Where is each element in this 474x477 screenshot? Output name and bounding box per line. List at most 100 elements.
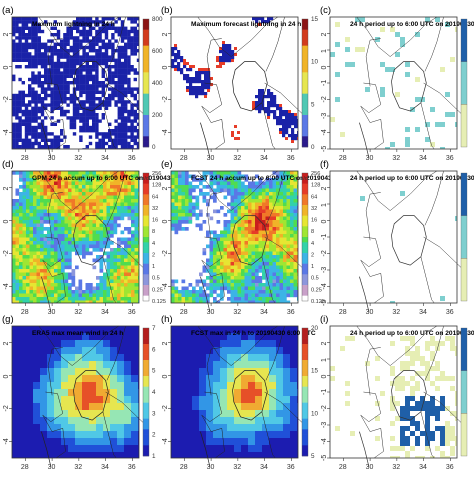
lightning-cell (133, 17, 137, 21)
lightning-cell (34, 49, 38, 53)
rain-cell (174, 293, 179, 298)
wind-cell (241, 396, 249, 404)
rain-cell (134, 286, 139, 291)
category-cell (360, 47, 365, 52)
lightning-cell (37, 36, 41, 40)
lightning-cell (28, 129, 32, 133)
rain-cell (286, 209, 291, 214)
wind-cell (68, 403, 76, 411)
lightning-cell (37, 58, 41, 62)
lightning-cell (15, 23, 19, 27)
rain-cell (40, 272, 44, 277)
lightning-cell (28, 36, 32, 40)
lightning-cell (88, 39, 93, 43)
lightning-cell (297, 131, 298, 135)
lightning-cell (225, 44, 229, 48)
rain-cell (195, 279, 200, 284)
rain-cell (33, 171, 37, 175)
wind-cell (117, 347, 125, 355)
rain-cell (124, 244, 128, 249)
y-tick-label: 2 (3, 342, 10, 346)
lightning-cell (111, 71, 115, 75)
rain-cell (209, 195, 214, 200)
rain-cell (206, 192, 210, 196)
lightning-cell (82, 77, 86, 82)
lightning-cell (82, 129, 86, 133)
rain-cell (54, 293, 58, 298)
wind-cell (117, 375, 125, 383)
lightning-cell (79, 23, 83, 27)
lightning-cell (101, 74, 105, 78)
rain-cell (248, 181, 252, 186)
wind-cell (248, 347, 256, 355)
rain-cell (241, 209, 245, 214)
lightning-cell (69, 122, 73, 126)
lightning-cell (204, 92, 208, 96)
lightning-cell (72, 58, 77, 62)
rain-cell (89, 297, 93, 301)
lightning-cell (120, 135, 125, 139)
lightning-cell (82, 58, 86, 62)
rain-cell (248, 199, 252, 203)
wind-cell (262, 368, 270, 376)
rain-cell (241, 241, 245, 245)
rain-cell (12, 209, 16, 214)
rain-cell (110, 171, 114, 175)
rain-cell (68, 181, 72, 186)
rain-cell (33, 174, 37, 179)
rain-cell (286, 258, 291, 263)
rain-cell (68, 213, 72, 217)
lightning-cell (120, 36, 125, 40)
lightning-cell (21, 45, 25, 50)
rain-cell (255, 293, 259, 298)
rain-cell (272, 199, 277, 203)
rain-cell (103, 216, 107, 221)
colorbar-swatch (302, 269, 308, 275)
rain-cell (241, 185, 245, 189)
rain-cell (127, 181, 132, 186)
lightning-cell (98, 84, 102, 88)
lightning-cell (117, 29, 121, 34)
lightning-cell (136, 122, 139, 126)
wind-cell (12, 403, 20, 411)
lightning-cell (37, 49, 41, 53)
rain-cell (290, 279, 294, 284)
rain-cell (174, 220, 179, 224)
colorbar-swatch (302, 109, 308, 116)
wind-cell (283, 347, 291, 355)
wind-cell (54, 361, 62, 369)
rain-cell (174, 286, 179, 291)
category-cell (445, 22, 450, 27)
rain-cell (36, 234, 41, 238)
lightning-cell (34, 141, 38, 146)
lightning-cell (95, 103, 99, 107)
colorbar-swatch (302, 285, 308, 291)
rain-cell (286, 262, 291, 266)
lightning-cell (127, 84, 131, 88)
rain-cell (258, 234, 263, 238)
rain-cell (64, 300, 69, 303)
lightning-cell (101, 113, 105, 117)
rain-cell (241, 181, 245, 186)
rain-cell (134, 300, 139, 303)
rain-cell (61, 174, 65, 179)
wind-cell (103, 340, 111, 348)
rain-cell (241, 290, 245, 294)
rain-cell (29, 192, 34, 196)
rain-cell (293, 223, 298, 228)
rain-cell (127, 195, 132, 200)
lightning-cell (282, 128, 286, 132)
rain-cell (272, 202, 277, 207)
rain-cell (54, 188, 58, 193)
rain-cell (178, 213, 182, 217)
rain-cell (57, 265, 62, 270)
lightning-cell (47, 71, 51, 75)
lightning-cell (72, 119, 77, 123)
colorbar-tick-label: 256 (152, 171, 161, 177)
rain-cell (106, 223, 111, 228)
rain-cell (262, 244, 266, 249)
lightning-cell (72, 125, 77, 130)
lightning-cell (252, 104, 255, 107)
x-tick-label: 28 (21, 464, 29, 471)
rain-cell (244, 248, 249, 252)
